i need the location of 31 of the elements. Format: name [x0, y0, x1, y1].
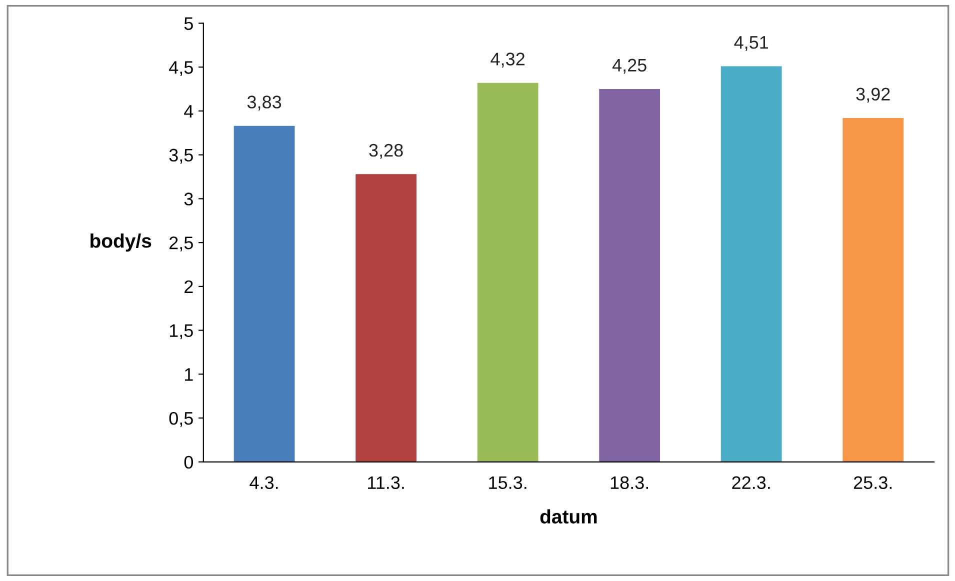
x-tick-label: 4.3.	[250, 476, 278, 490]
x-tick-label: 25.3.	[854, 476, 892, 490]
y-tick-label: 4	[184, 105, 194, 118]
x-tick-label: 18.3.	[610, 476, 648, 490]
y-tick-label: 1,5	[170, 324, 193, 340]
x-axis-title: datum	[540, 509, 597, 524]
bar	[842, 118, 904, 462]
x-tick-label: 22.3.	[732, 476, 770, 490]
y-tick-label: 1	[185, 368, 193, 381]
data-label: 4,51	[734, 36, 768, 51]
bar	[720, 66, 782, 462]
y-tick-label: 2,5	[170, 236, 193, 252]
data-label: 3,83	[247, 96, 282, 111]
y-tick-label: 0,5	[169, 412, 193, 427]
data-label: 4,25	[612, 58, 646, 74]
y-tick-label: 4,5	[169, 61, 193, 76]
y-axis-title: body/s	[90, 234, 152, 252]
y-tick-label: 3,5	[169, 148, 193, 164]
bar	[599, 89, 660, 462]
data-label: 4,32	[490, 52, 524, 68]
y-tick-label: 0	[184, 456, 193, 469]
data-label: 3,92	[856, 88, 890, 103]
y-tick-label: 2	[184, 280, 193, 293]
x-tick-label: 11.3.	[368, 476, 404, 490]
bar	[477, 82, 538, 462]
bar	[356, 174, 416, 462]
y-tick-label: 5	[184, 17, 193, 30]
data-label: 3,28	[369, 144, 403, 159]
y-tick-label: 3	[184, 192, 193, 206]
x-tick-label: 15.3.	[489, 476, 526, 490]
bar	[234, 126, 295, 462]
